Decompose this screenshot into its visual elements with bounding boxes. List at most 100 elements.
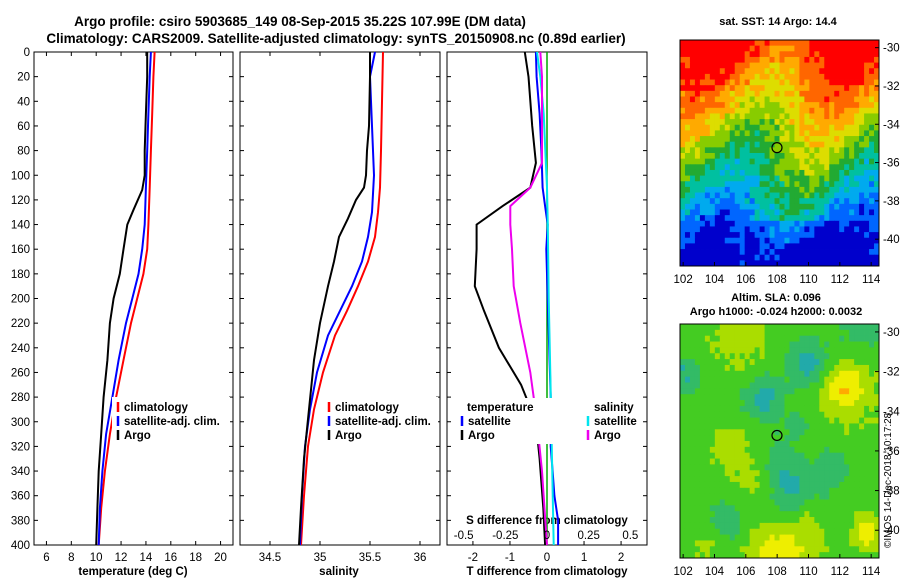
- sst-map-cell: [804, 51, 810, 58]
- sst-map-cell: [789, 169, 795, 176]
- sla-map-cell: [829, 499, 835, 506]
- sst-map-cell: [864, 68, 870, 75]
- sst-map-cell: [849, 136, 855, 143]
- sla-map-cell: [794, 487, 800, 495]
- sst-map-cell: [724, 254, 731, 261]
- sla-map-cell: [849, 324, 855, 331]
- sst-map-cell: [824, 102, 830, 109]
- sst-map-cell: [869, 226, 875, 233]
- sla-map-cell: [694, 487, 701, 495]
- sla-map-cell: [734, 324, 741, 331]
- sst-map-cell: [680, 147, 686, 154]
- sst-map-cell: [774, 130, 780, 137]
- sst-map-cell: [804, 124, 810, 131]
- sla-map-cell: [749, 493, 756, 500]
- sst-map-cell: [684, 73, 691, 80]
- sst-map-cell: [784, 198, 790, 205]
- sst-map-cell: [774, 192, 780, 199]
- sst-map-cell: [849, 130, 855, 137]
- sst-map-cell: [744, 124, 751, 131]
- sla-map-cell: [739, 394, 746, 401]
- x-tick-label: 35.5: [359, 552, 381, 564]
- sst-map-cell: [684, 198, 691, 205]
- sla-map-cell: [734, 487, 741, 495]
- sst-map-cell: [799, 73, 805, 80]
- x-tick-label: -2: [468, 552, 478, 564]
- sst-map-cell: [689, 107, 696, 114]
- sst-map-cell: [699, 164, 706, 171]
- sla-map-cell: [829, 528, 835, 535]
- sst-map-cell: [699, 130, 706, 137]
- sla-map-cell: [719, 487, 726, 495]
- sst-map-cell: [684, 147, 691, 154]
- sst-map-cell: [869, 96, 875, 103]
- sst-map-cell: [809, 90, 815, 97]
- sla-map-cell: [739, 329, 746, 337]
- sst-map-cell: [804, 85, 810, 92]
- sla-map-cell: [719, 441, 726, 448]
- sla-map-cell: [724, 528, 731, 535]
- sst-map-cell: [829, 68, 835, 75]
- sst-map-cell: [869, 203, 875, 210]
- sla-map-cell: [704, 394, 711, 401]
- sst-map-cell: [839, 45, 845, 52]
- sst-map-cell: [814, 141, 820, 148]
- sla-map-cell: [759, 522, 765, 530]
- sst-map-cell: [799, 107, 805, 114]
- sst-map-cell: [789, 107, 795, 114]
- sla-map-cell: [769, 394, 775, 401]
- sst-map-cell: [759, 102, 765, 109]
- sst-map-cell: [864, 130, 870, 137]
- sst-map-cell: [854, 243, 860, 250]
- sla-map-cell: [719, 394, 726, 401]
- sla-map-cell: [694, 476, 701, 483]
- sla-map-cell: [834, 376, 840, 383]
- sst-map-cell: [734, 260, 741, 267]
- sst-map-cell: [809, 153, 815, 160]
- sst-map-cell: [814, 73, 820, 80]
- sla-map-cell: [829, 364, 835, 372]
- sla-map-cell: [779, 335, 785, 342]
- sst-map-cell: [774, 62, 780, 69]
- sla-map-cell: [809, 552, 815, 559]
- sla-map-cell: [734, 540, 741, 547]
- sst-map-cell: [849, 243, 855, 250]
- sst-map-cell: [824, 113, 830, 120]
- sla-map-cell: [774, 546, 780, 553]
- sla-map-cell: [809, 441, 815, 448]
- sla-map-cell: [854, 470, 860, 477]
- sst-map-cell: [749, 90, 756, 97]
- sst-map-cell: [749, 113, 756, 120]
- sst-map-cell: [759, 68, 765, 75]
- y-tick-label: 280: [11, 392, 30, 404]
- sla-map-cell: [859, 452, 865, 459]
- sst-map-cell: [759, 79, 765, 86]
- sst-map-cell: [699, 249, 706, 256]
- s-x-tick-label: 0.5: [622, 530, 638, 542]
- sst-map-cell: [809, 215, 815, 222]
- sla-map-cell: [844, 464, 850, 471]
- sst-map-cell: [819, 130, 825, 137]
- sla-map-cell: [789, 552, 795, 559]
- sla-map-cell: [834, 476, 840, 483]
- sla-map-cell: [794, 411, 800, 418]
- sla-map-cell: [764, 411, 770, 418]
- sst-map-cell: [804, 113, 810, 120]
- sla-map-cell: [694, 552, 701, 559]
- sst-map-cell: [859, 181, 865, 188]
- sla-map-cell: [874, 546, 880, 553]
- sst-map-cell: [749, 102, 756, 109]
- sla-map-cell: [694, 522, 701, 530]
- sst-map-cell: [859, 124, 865, 131]
- sst-map-cell: [739, 209, 746, 216]
- sst-map-cell: [794, 181, 800, 188]
- sst-map-cell: [829, 102, 835, 109]
- sla-map-cell: [834, 435, 840, 442]
- sst-map-cell: [819, 113, 825, 120]
- series-line-climatology: [300, 51, 384, 546]
- sst-map-cell: [784, 249, 790, 256]
- sla-map-cell: [864, 546, 870, 553]
- sst-map-cell: [724, 226, 731, 233]
- sst-map-cell: [849, 175, 855, 182]
- sla-map-cell: [699, 522, 706, 530]
